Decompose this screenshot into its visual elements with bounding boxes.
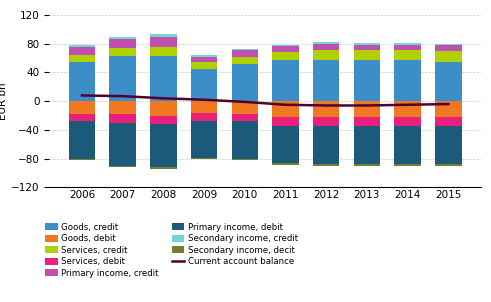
Bar (354, 126, 380, 164)
Bar (232, 57, 258, 64)
Bar (69, 159, 95, 160)
Bar (313, 42, 339, 44)
Bar (69, 121, 95, 159)
Bar (109, 166, 136, 167)
Bar (109, 114, 136, 123)
Bar (394, 43, 421, 44)
Bar (150, 167, 177, 169)
Bar (191, 101, 218, 113)
Bar (435, 45, 462, 51)
Bar (69, 62, 95, 101)
Legend: Goods, credit, Goods, debit, Services, credit, Services, debit, Primary income, : Goods, credit, Goods, debit, Services, c… (45, 223, 298, 278)
Bar (191, 113, 218, 120)
Bar (109, 101, 136, 114)
Bar (313, 50, 339, 59)
Bar (273, 44, 299, 46)
Bar (435, 44, 462, 45)
Bar (354, 50, 380, 60)
Bar (109, 56, 136, 101)
Y-axis label: EUR bn: EUR bn (0, 82, 8, 120)
Bar (394, 164, 421, 166)
Bar (191, 57, 218, 63)
Bar (435, 51, 462, 62)
Bar (435, 62, 462, 101)
Bar (313, 164, 339, 166)
Bar (191, 69, 218, 101)
Bar (109, 39, 136, 48)
Bar (150, 116, 177, 124)
Bar (232, 101, 258, 114)
Bar (232, 114, 258, 121)
Bar (313, 117, 339, 126)
Bar (109, 37, 136, 39)
Bar (191, 158, 218, 159)
Bar (394, 60, 421, 101)
Bar (354, 44, 380, 50)
Bar (273, 52, 299, 60)
Bar (354, 43, 380, 44)
Bar (232, 64, 258, 101)
Bar (109, 123, 136, 166)
Bar (69, 55, 95, 62)
Bar (354, 60, 380, 101)
Bar (150, 101, 177, 116)
Bar (354, 164, 380, 166)
Bar (232, 159, 258, 160)
Bar (394, 50, 421, 60)
Bar (273, 60, 299, 101)
Bar (273, 126, 299, 163)
Bar (69, 101, 95, 114)
Bar (150, 37, 177, 47)
Bar (69, 114, 95, 121)
Bar (354, 101, 380, 117)
Bar (232, 49, 258, 50)
Bar (109, 48, 136, 56)
Bar (232, 121, 258, 159)
Bar (273, 117, 299, 126)
Bar (435, 126, 462, 164)
Bar (313, 44, 339, 50)
Bar (273, 46, 299, 52)
Bar (150, 56, 177, 101)
Bar (435, 117, 462, 126)
Bar (191, 120, 218, 158)
Bar (191, 55, 218, 57)
Bar (394, 117, 421, 126)
Bar (191, 63, 218, 69)
Bar (150, 34, 177, 37)
Bar (150, 124, 177, 167)
Bar (354, 117, 380, 126)
Bar (150, 47, 177, 56)
Bar (435, 101, 462, 117)
Bar (232, 50, 258, 57)
Bar (273, 101, 299, 117)
Bar (273, 163, 299, 165)
Bar (394, 126, 421, 164)
Bar (394, 101, 421, 117)
Bar (313, 126, 339, 164)
Bar (394, 44, 421, 50)
Bar (69, 47, 95, 55)
Bar (313, 101, 339, 117)
Bar (313, 59, 339, 101)
Bar (69, 45, 95, 47)
Bar (435, 164, 462, 166)
